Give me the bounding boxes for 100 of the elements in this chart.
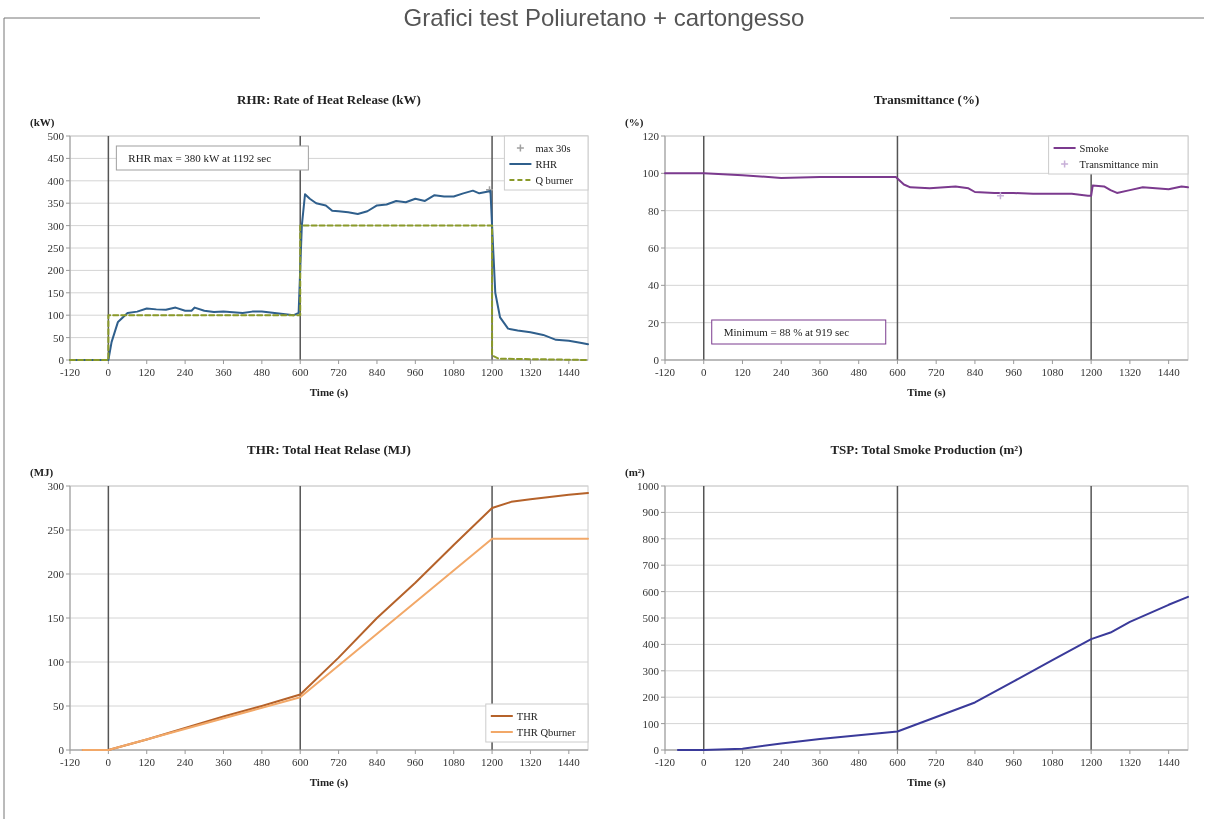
x-tick-label: 480 (253, 366, 271, 378)
legend-label: Transmittance min (1079, 159, 1159, 170)
y-tick-label: 300 (642, 664, 660, 677)
x-tick-label: 960 (1005, 366, 1023, 378)
x-axis-title: Time (s) (309, 386, 349, 399)
y-tick-label: 500 (642, 612, 660, 624)
x-tick-label: 240 (772, 366, 790, 378)
x-tick-label: 240 (176, 366, 194, 378)
x-tick-label: 1200 (481, 756, 504, 768)
line-series (664, 172, 1189, 197)
y-tick-label: 700 (642, 559, 660, 572)
x-tick-label: -120 (59, 756, 81, 768)
x-tick-label: 0 (700, 366, 707, 378)
x-tick-label: 120 (138, 366, 156, 378)
y-tick-label: 100 (642, 717, 660, 730)
y-tick-label: 0 (58, 744, 65, 756)
x-tick-label: 720 (927, 366, 945, 378)
x-tick-label: 720 (330, 756, 348, 768)
x-tick-label: 1080 (442, 756, 466, 768)
y-tick-label: 200 (47, 264, 65, 277)
legend-label: THR (516, 711, 538, 722)
x-tick-label: 240 (176, 756, 194, 768)
x-tick-label: 720 (927, 756, 945, 768)
annotation: RHR max = 380 kW at 1192 sec (128, 152, 272, 164)
x-tick-label: 480 (253, 756, 271, 768)
x-tick-label: -120 (59, 366, 81, 378)
y-tick-label: 40 (648, 279, 660, 292)
x-tick-label: 120 (734, 756, 752, 768)
x-tick-label: 240 (772, 756, 790, 768)
x-tick-label: 840 (368, 366, 386, 378)
x-tick-label: 1080 (1041, 366, 1064, 378)
y-tick-label: 80 (648, 204, 660, 217)
y-tick-label: 0 (653, 744, 660, 756)
x-tick-label: 960 (407, 756, 425, 768)
chart-title: THR: Total Heat Relase (MJ) (247, 442, 411, 457)
y-tick-label: 1000 (637, 480, 660, 492)
chart-title: RHR: Rate of Heat Release (kW) (237, 92, 421, 107)
y-axis-title: (MJ) (30, 466, 54, 479)
y-tick-label: 600 (642, 585, 660, 598)
chart-title: Transmittance (%) (873, 92, 980, 107)
x-tick-label: 1080 (1041, 756, 1064, 768)
annotation: Minimum = 88 % at 919 sec (723, 326, 850, 338)
x-tick-label: 1440 (1157, 756, 1181, 768)
x-tick-label: 1200 (1080, 756, 1103, 768)
y-axis-title: (kW) (30, 116, 55, 129)
y-tick-label: 200 (47, 568, 65, 580)
legend-label: Smoke (1079, 143, 1110, 154)
x-tick-label: 1440 (557, 756, 581, 768)
y-axis-title: (%) (625, 116, 644, 129)
y-tick-label: 150 (47, 612, 65, 624)
y-tick-label: 400 (642, 638, 660, 651)
y-tick-label: 400 (47, 174, 65, 187)
x-tick-label: 1320 (519, 756, 542, 768)
legend-label: Q burner (535, 175, 574, 186)
x-tick-label: 1320 (1118, 756, 1142, 768)
legend-label: RHR (535, 159, 557, 170)
x-tick-label: 360 (215, 756, 233, 768)
x-tick-label: -120 (654, 756, 676, 768)
x-tick-label: 1200 (1080, 366, 1103, 378)
y-tick-label: 200 (642, 691, 660, 704)
y-tick-label: 350 (47, 197, 65, 210)
x-tick-label: 840 (966, 756, 984, 768)
y-tick-label: 100 (47, 309, 65, 322)
x-tick-label: 1080 (442, 366, 466, 378)
line-series (676, 595, 1189, 751)
y-tick-label: 800 (642, 532, 660, 545)
x-tick-label: 120 (734, 366, 752, 378)
x-tick-label: 1320 (1118, 366, 1142, 378)
x-axis-title: Time (s) (907, 776, 947, 789)
y-tick-label: 0 (58, 354, 65, 366)
y-tick-label: 250 (47, 524, 65, 536)
x-tick-label: 1200 (481, 366, 504, 378)
y-tick-label: 50 (53, 331, 65, 344)
y-tick-label: 120 (642, 130, 660, 142)
y-tick-label: 250 (47, 242, 65, 254)
y-tick-label: 50 (53, 700, 65, 712)
y-tick-label: 100 (642, 167, 660, 180)
y-tick-label: 300 (47, 219, 65, 232)
y-tick-label: 60 (648, 242, 660, 254)
legend-label: THR Qburner (516, 727, 576, 738)
x-tick-label: 0 (105, 756, 112, 768)
x-tick-label: 960 (407, 366, 425, 378)
y-tick-label: 450 (47, 152, 65, 165)
text: Grafici test Poliuretano + cartongesso (403, 4, 805, 31)
y-tick-label: 0 (653, 354, 660, 366)
x-tick-label: 840 (966, 366, 984, 378)
x-tick-label: -120 (654, 366, 676, 378)
x-tick-label: 1440 (557, 366, 581, 378)
x-tick-label: 0 (700, 756, 707, 768)
y-tick-label: 900 (642, 506, 660, 519)
x-tick-label: 360 (811, 366, 829, 378)
x-tick-label: 600 (889, 756, 907, 768)
x-tick-label: 600 (291, 756, 309, 768)
x-tick-label: 720 (330, 366, 348, 378)
legend-label: max 30s (535, 143, 571, 154)
y-tick-label: 150 (47, 286, 65, 299)
y-axis-title: (m²) (625, 466, 646, 479)
x-tick-label: 600 (889, 366, 907, 378)
x-axis-title: Time (s) (309, 776, 349, 789)
y-tick-label: 300 (47, 480, 65, 492)
